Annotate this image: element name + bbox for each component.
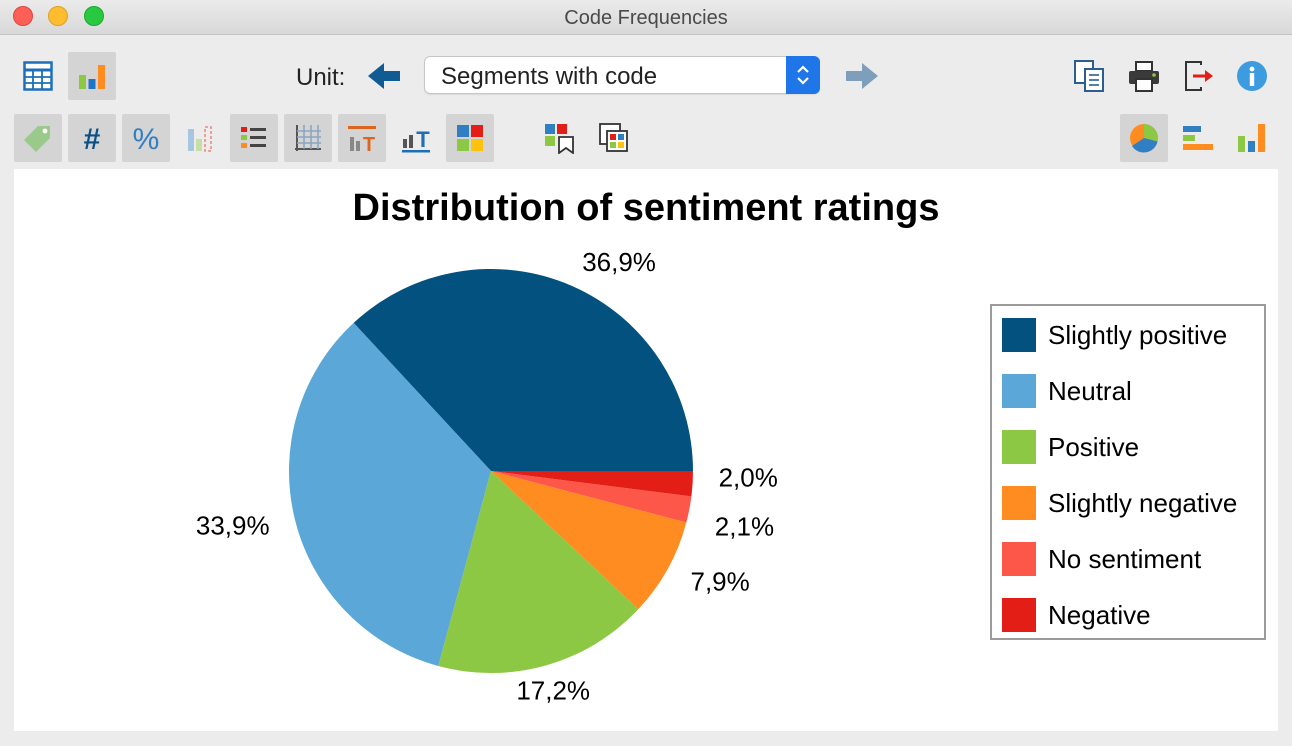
minimize-window-button[interactable] — [48, 6, 68, 26]
legend-swatch — [1002, 374, 1036, 408]
legend-label: No sentiment — [1048, 543, 1202, 574]
code-color-button[interactable] — [14, 114, 62, 162]
unit-select-value: Segments with code — [441, 63, 658, 90]
palette-bookmark-icon — [545, 124, 574, 154]
vertical-bar-chart-button[interactable] — [1228, 114, 1276, 162]
previous-unit-button[interactable] — [360, 52, 408, 100]
next-unit-button[interactable] — [838, 52, 886, 100]
legend-toggle-button[interactable] — [230, 114, 278, 162]
legend-label: Negative — [1048, 599, 1151, 630]
legend-item: Negative — [1002, 598, 1151, 632]
svg-text:T: T — [416, 127, 430, 152]
tag-icon — [24, 126, 50, 152]
arrow-left-icon — [368, 63, 400, 89]
legend-item: No sentiment — [1002, 542, 1201, 576]
axis-title-icon: T — [402, 127, 430, 153]
color-tiles-icon — [457, 125, 483, 151]
hash-icon: # — [84, 123, 101, 153]
show-percentages-button[interactable]: % — [122, 114, 170, 162]
legend-swatch — [1002, 598, 1036, 632]
pie-data-label: 33,9% — [196, 511, 270, 541]
print-button[interactable] — [1120, 52, 1168, 100]
legend-label: Positive — [1048, 431, 1140, 462]
chart-panel: Distribution of sentiment ratings 36,9% 3… — [14, 169, 1278, 731]
legend-list-icon — [241, 127, 266, 148]
pie-slice-positive[interactable] — [438, 471, 639, 674]
pie-slice-slightly-positive[interactable] — [353, 268, 693, 471]
color-palette-button[interactable] — [536, 114, 584, 162]
vertical-bar-icon — [1238, 124, 1265, 152]
legend-item: Neutral — [1002, 374, 1132, 408]
chart-title-button[interactable]: T — [338, 114, 386, 162]
unit-label: Unit: — [296, 64, 346, 91]
svg-text:T: T — [363, 134, 375, 153]
export-icon — [1185, 61, 1213, 91]
unit-select[interactable]: Segments with code — [424, 56, 820, 94]
missing-values-button[interactable] — [176, 114, 224, 162]
show-frequencies-button[interactable]: # — [68, 114, 116, 162]
percent-icon: % — [133, 123, 160, 153]
table-view-button[interactable] — [14, 52, 62, 100]
legend-item: Slightly negative — [1002, 486, 1237, 520]
chart-title: Distribution of sentiment ratings — [352, 187, 940, 229]
info-button[interactable] — [1228, 52, 1276, 100]
pie-data-label: 2,1% — [715, 511, 774, 541]
legend-swatch — [1002, 542, 1036, 576]
pie-chart: 36,9% 33,9% 17,2% 7,9% 2,1% 2,0% — [196, 247, 778, 705]
export-button[interactable] — [1174, 52, 1222, 100]
copy-chart-button[interactable] — [590, 114, 638, 162]
printer-icon — [1129, 61, 1159, 92]
pie-slice-slightly-negative[interactable] — [491, 471, 687, 610]
pie-data-label: 7,9% — [691, 567, 750, 597]
axis-title-button[interactable]: T — [392, 114, 440, 162]
grid-icon — [295, 125, 321, 151]
legend-label: Slightly positive — [1048, 319, 1228, 350]
legend-swatch — [1002, 486, 1036, 520]
pie-data-label: 36,9% — [582, 247, 656, 277]
maximize-window-button[interactable] — [84, 6, 104, 26]
pie-data-label: 17,2% — [516, 675, 590, 705]
copy-icon — [1074, 60, 1104, 92]
horizontal-bar-icon — [1183, 126, 1213, 150]
info-icon — [1237, 61, 1267, 91]
title-text-icon: T — [348, 126, 376, 153]
copy-button[interactable] — [1066, 52, 1114, 100]
horizontal-bar-chart-button[interactable] — [1174, 114, 1222, 162]
pie-data-label: 2,0% — [719, 462, 778, 492]
title-bar: Code Frequencies — [0, 0, 1292, 35]
legend-label: Slightly negative — [1048, 487, 1238, 518]
legend-label: Neutral — [1048, 375, 1132, 406]
pie-chart-button[interactable] — [1120, 114, 1168, 162]
color-scheme-button[interactable] — [446, 114, 494, 162]
legend-swatch — [1002, 318, 1036, 352]
pie-chart-icon — [1130, 124, 1158, 153]
select-stepper-icon[interactable] — [786, 56, 820, 94]
bars-missing-icon — [188, 126, 212, 152]
bar-chart-icon — [79, 65, 105, 89]
gridlines-button[interactable] — [284, 114, 332, 162]
legend-item: Slightly positive — [1002, 318, 1227, 352]
pie-slice-negative[interactable] — [491, 471, 693, 497]
close-window-button[interactable] — [13, 6, 33, 26]
table-icon — [23, 61, 53, 91]
window-title: Code Frequencies — [564, 7, 728, 29]
legend-swatch — [1002, 430, 1036, 464]
svg-text:#: # — [84, 123, 101, 153]
svg-text:%: % — [133, 123, 160, 153]
chart-legend: Slightly positive Neutral Positive Slightly… — [990, 304, 1266, 640]
pie-slice-no-sentiment[interactable] — [491, 471, 692, 523]
legend-item: Positive — [1002, 430, 1139, 464]
pie-slice-neutral[interactable] — [288, 322, 491, 667]
chart-view-button[interactable] — [68, 52, 116, 100]
arrow-right-icon — [846, 63, 878, 89]
copy-chart-icon — [599, 123, 628, 152]
